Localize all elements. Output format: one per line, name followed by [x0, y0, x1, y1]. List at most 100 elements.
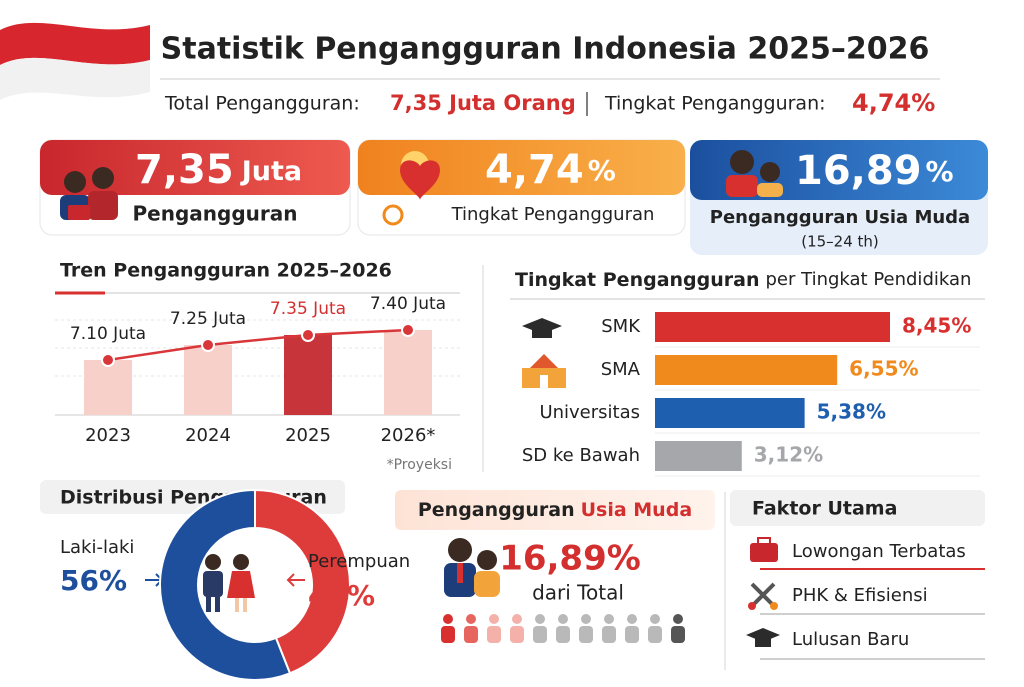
- bar: [184, 345, 232, 415]
- value-label: 56%: [60, 564, 127, 597]
- person-head: [558, 614, 568, 624]
- value-label: 3,12%: [754, 443, 823, 467]
- rate-value: 4,74%: [852, 89, 935, 117]
- person-body: [579, 626, 593, 643]
- youth-title: Pengangguran: [418, 499, 575, 521]
- slice: [254, 488, 351, 675]
- person-head: [443, 614, 453, 624]
- total-value: 7,35 Juta Orang: [390, 91, 576, 115]
- person-head: [535, 614, 545, 624]
- factor-item: PHK & Efisiensi: [792, 585, 928, 606]
- card-label: Tingkat Pengangguran: [451, 204, 655, 225]
- person-head: [581, 614, 591, 624]
- card-unit: %: [926, 155, 954, 188]
- slice: [159, 488, 292, 681]
- legend-label: Perempuan: [308, 551, 410, 572]
- x-tick-label: 2023: [85, 425, 131, 446]
- person-body: [671, 626, 685, 643]
- section-header: [730, 490, 985, 526]
- card-unit: Juta: [240, 156, 302, 187]
- x-tick-label: 2025: [285, 425, 331, 446]
- youth-value: 16,89%: [499, 539, 641, 579]
- total-label: Total Pengangguran:: [164, 93, 360, 115]
- icon-youth: [444, 538, 500, 597]
- category-label: SMA: [601, 359, 641, 380]
- card: 4,74% Tingkat Pengangguran: [357, 139, 686, 236]
- category-label: SMK: [601, 316, 641, 337]
- youth-title-highlight: Usia Muda: [581, 499, 693, 521]
- rate-label: Tingkat Pengangguran:: [604, 93, 826, 115]
- person-body: [510, 626, 524, 643]
- section-title: Faktor Utama: [752, 498, 897, 520]
- section-title: Tingkat Pengangguran per Tingkat Pendidik…: [515, 269, 971, 291]
- card-label: Pengangguran: [133, 202, 298, 226]
- person-head: [627, 614, 637, 624]
- legend-label: Laki-laki: [60, 537, 134, 558]
- x-tick-label: 2026*: [381, 425, 436, 446]
- category-label: SD ke Bawah: [522, 445, 640, 466]
- section-title: Pengangguran Usia Muda: [418, 499, 692, 521]
- point: [101, 353, 115, 367]
- person-head: [604, 614, 614, 624]
- bar: [655, 398, 805, 428]
- youth-label: dari Total: [532, 581, 624, 605]
- category-label: Universitas: [539, 402, 640, 423]
- card-unit: %: [588, 154, 616, 187]
- card-value: 7,35 Juta: [135, 147, 302, 193]
- section-subtitle: per Tingkat Pendidikan: [766, 269, 972, 290]
- value-label: 8,45%: [902, 314, 971, 338]
- factor-item: Lowongan Terbatas: [792, 541, 966, 562]
- bar: [84, 360, 132, 415]
- person-body: [602, 626, 616, 643]
- person-head: [673, 614, 683, 624]
- value-label: 7.25 Juta: [170, 309, 246, 329]
- point: [301, 328, 315, 342]
- annotation: *Proyeksi: [387, 457, 452, 473]
- card-number: 4,74: [485, 147, 584, 193]
- value-label: 44%: [308, 579, 375, 612]
- person-body: [625, 626, 639, 643]
- value-label: 7.10 Juta: [70, 324, 146, 344]
- person-body: [533, 626, 547, 643]
- bar: [655, 441, 742, 471]
- person-head: [650, 614, 660, 624]
- card-number: 7,35: [135, 147, 234, 193]
- section-title: Tren Pengangguran 2025–2026: [60, 260, 392, 282]
- person-head: [489, 614, 499, 624]
- value-label: 7.40 Juta: [370, 294, 446, 314]
- factor-icons: [746, 537, 780, 647]
- card-sublabel: (15–24 th): [801, 233, 879, 251]
- card: 16,89% Pengangguran Usia Muda (15–24 th): [690, 140, 988, 255]
- person-body: [464, 626, 478, 643]
- bar: [655, 312, 890, 342]
- person-body: [441, 626, 455, 643]
- person-head: [466, 614, 476, 624]
- value-label: 5,38%: [817, 400, 886, 424]
- value-label: 6,55%: [849, 357, 918, 381]
- card-value: 4,74%: [485, 147, 616, 193]
- icon-cap: [522, 318, 562, 338]
- section-header: [395, 490, 715, 530]
- card: 7,35 Juta Pengangguran: [39, 139, 351, 236]
- trend-line: [107, 328, 409, 362]
- value-label: 7.35 Juta: [270, 299, 346, 319]
- x-tick-label: 2024: [185, 425, 231, 446]
- point: [201, 338, 215, 352]
- card-number: 16,89: [795, 148, 922, 194]
- bar: [655, 355, 838, 385]
- person-body: [487, 626, 501, 643]
- person-body: [648, 626, 662, 643]
- flag: [0, 22, 150, 100]
- point: [401, 323, 415, 337]
- pictogram: [441, 614, 685, 643]
- person-head: [512, 614, 522, 624]
- card-value: 16,89%: [795, 148, 954, 194]
- person-body: [556, 626, 570, 643]
- icon-people: [203, 554, 255, 612]
- card-label: Pengangguran Usia Muda: [710, 207, 970, 228]
- bar: [284, 335, 332, 415]
- factor-item: Lulusan Baru: [792, 629, 909, 650]
- section-title-main: Tingkat Pengangguran: [515, 269, 760, 291]
- title: Statistik Pengangguran Indonesia 2025–20…: [161, 32, 930, 67]
